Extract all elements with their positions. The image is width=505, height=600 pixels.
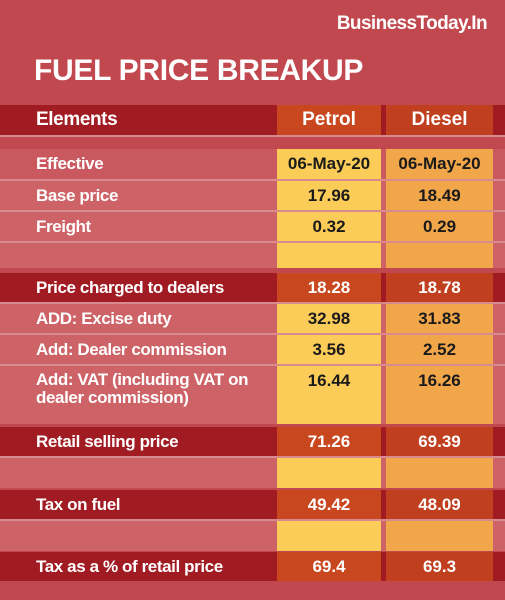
row-label: Retail selling price [36, 431, 179, 451]
petrol-value: 49.42 [277, 490, 381, 519]
table-row: Base price 17.96 18.49 [0, 181, 505, 210]
table-row [0, 458, 505, 488]
diesel-value: 18.49 [386, 181, 493, 210]
row-label: Base price [36, 185, 118, 205]
diesel-value: 18.78 [386, 273, 493, 302]
divider [0, 302, 505, 304]
table-row: Tax on fuel 49.42 48.09 [0, 490, 505, 519]
row-label [36, 415, 272, 424]
fuel-price-table: Elements Petrol Diesel Effective 06-May-… [0, 105, 505, 581]
row-label: Freight [36, 216, 91, 236]
diesel-value: 06-May-20 [386, 149, 493, 179]
row-label: ADD: Excise duty [36, 308, 172, 328]
petrol-value [277, 458, 381, 488]
row-label: Tax as a % of retail price [36, 556, 223, 576]
diesel-value [386, 415, 493, 424]
divider [0, 135, 505, 137]
table-row: Price charged to dealers 18.28 18.78 [0, 273, 505, 302]
divider [0, 241, 505, 243]
table-row: Add: Dealer commission 3.56 2.52 [0, 335, 505, 364]
page-title: FUEL PRICE BREAKUP [34, 54, 364, 87]
diesel-value: 48.09 [386, 490, 493, 519]
table-row: Retail selling price 71.26 69.39 [0, 427, 505, 456]
table-row [0, 521, 505, 551]
petrol-value [277, 243, 381, 268]
petrol-value: 0.32 [277, 212, 381, 241]
petrol-value: 71.26 [277, 427, 381, 456]
brand-logo: BusinessToday.In [336, 13, 488, 34]
petrol-value [277, 521, 381, 551]
row-label: Price charged to dealers [36, 277, 224, 297]
diesel-value [386, 243, 493, 268]
diesel-value: 0.29 [386, 212, 493, 241]
divider [0, 364, 505, 366]
petrol-value: 06-May-20 [277, 149, 381, 179]
diesel-value: 16.26 [386, 366, 493, 415]
diesel-value: 69.3 [386, 552, 493, 581]
header-diesel: Diesel [386, 105, 493, 135]
petrol-value: 69.4 [277, 552, 381, 581]
table-header-row: Elements Petrol Diesel [0, 105, 505, 135]
petrol-value: 16.44 [277, 366, 381, 415]
row-label: Add: Dealer commission [36, 339, 227, 359]
table-row: Effective 06-May-20 06-May-20 [0, 149, 505, 179]
table-row: ADD: Excise duty 32.98 31.83 [0, 304, 505, 333]
diesel-value [386, 458, 493, 488]
header-elements: Elements [36, 109, 118, 130]
divider [0, 179, 505, 181]
diesel-value: 2.52 [386, 335, 493, 364]
divider [0, 210, 505, 212]
table-row: Add: VAT (including VAT on dealer commis… [0, 366, 505, 415]
petrol-value: 17.96 [277, 181, 381, 210]
row-label [36, 458, 272, 488]
table-row [0, 243, 505, 268]
petrol-value: 32.98 [277, 304, 381, 333]
row-label: Tax on fuel [36, 494, 121, 514]
diesel-value: 31.83 [386, 304, 493, 333]
diesel-value [386, 521, 493, 551]
table-row: Freight 0.32 0.29 [0, 212, 505, 241]
diesel-value: 69.39 [386, 427, 493, 456]
divider [0, 333, 505, 335]
row-label [36, 243, 272, 268]
petrol-value: 3.56 [277, 335, 381, 364]
header-petrol: Petrol [277, 105, 381, 135]
row-label: Effective [36, 154, 104, 173]
row-label: Add: VAT (including VAT on dealer commis… [36, 370, 249, 407]
divider [0, 456, 505, 458]
petrol-value: 18.28 [277, 273, 381, 302]
row-label [36, 521, 272, 551]
table-row [0, 415, 505, 424]
divider [0, 519, 505, 521]
petrol-value [277, 415, 381, 424]
table-row: Tax as a % of retail price 69.4 69.3 [0, 552, 505, 581]
